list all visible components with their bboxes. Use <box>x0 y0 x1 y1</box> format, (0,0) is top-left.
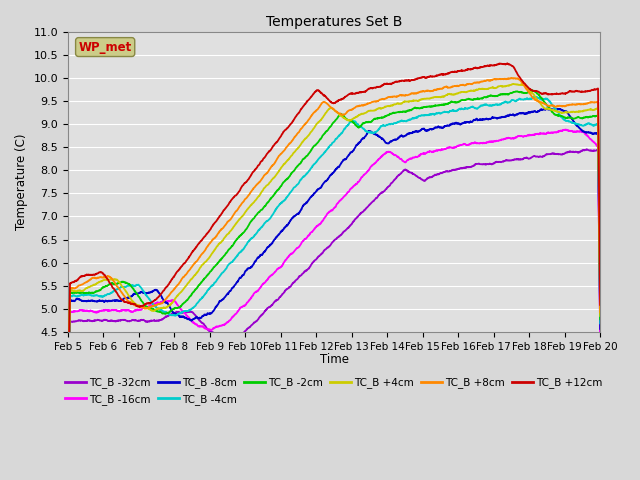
Y-axis label: Temperature (C): Temperature (C) <box>15 133 28 230</box>
Title: Temperatures Set B: Temperatures Set B <box>266 15 402 29</box>
Legend: TC_B -32cm, TC_B -16cm, TC_B -8cm, TC_B -4cm, TC_B -2cm, TC_B +4cm, TC_B +8cm, T: TC_B -32cm, TC_B -16cm, TC_B -8cm, TC_B … <box>61 373 607 408</box>
X-axis label: Time: Time <box>319 353 349 366</box>
Text: WP_met: WP_met <box>79 41 132 54</box>
